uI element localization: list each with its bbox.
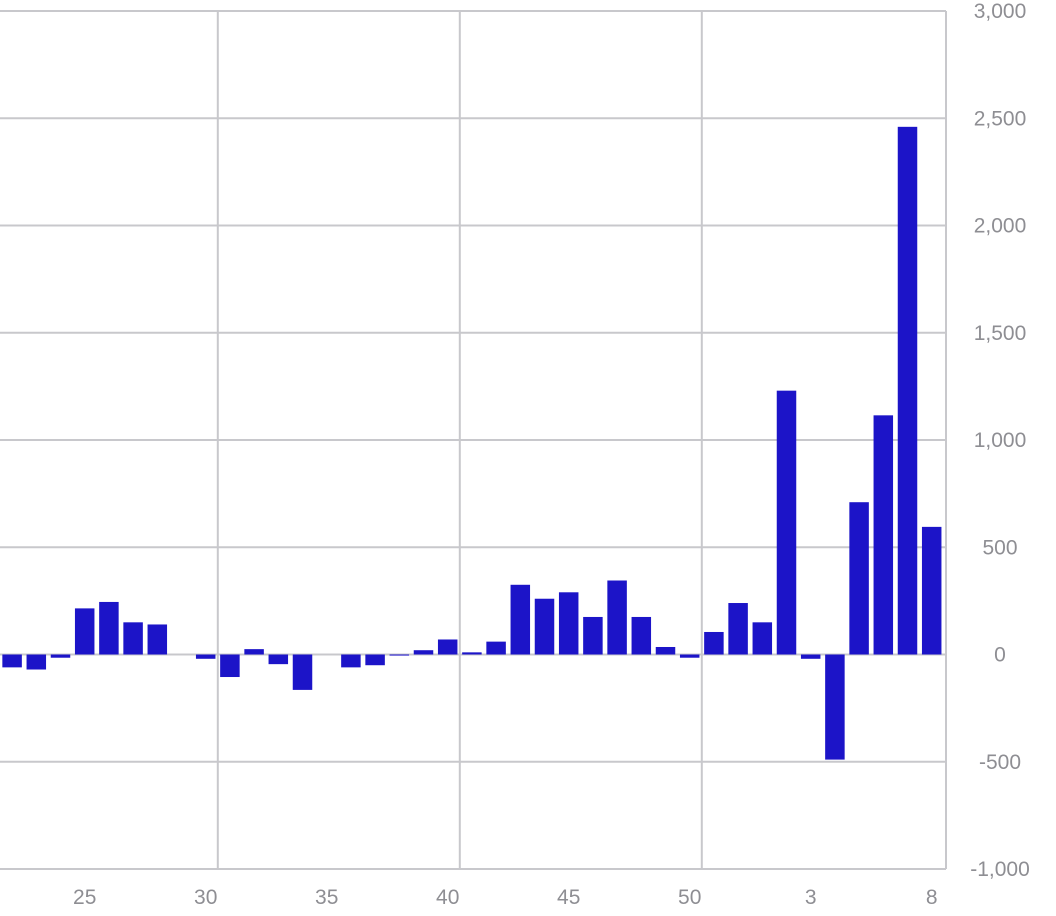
y-tick-label: 3,000 [974, 0, 1027, 23]
bar [655, 646, 676, 655]
bar [583, 616, 603, 655]
bar [413, 650, 434, 655]
y-tick-label: 1,500 [974, 322, 1027, 345]
bar [268, 654, 289, 665]
bar [752, 622, 773, 655]
y-tick-label: 2,000 [974, 215, 1027, 238]
grid [0, 10, 947, 870]
bar [534, 598, 555, 655]
bar [558, 592, 579, 655]
bar [825, 654, 845, 760]
axes: 3,000 2,500 2,000 1,500 1,000 500 0 -500 -1,000 2… [73, 0, 1030, 909]
bar [728, 603, 748, 655]
y-tick-label: 0 [994, 644, 1006, 667]
bar [704, 631, 724, 655]
x-tick-label: 35 [315, 886, 338, 909]
x-tick-label: 3 [805, 886, 817, 909]
x-tick-label: 45 [557, 886, 580, 909]
bar [897, 126, 918, 655]
y-tick-label: 2,500 [974, 107, 1027, 130]
x-tick-label: 50 [678, 886, 701, 909]
bar [437, 639, 458, 655]
bar [365, 654, 385, 666]
bar [341, 654, 361, 668]
bar [2, 654, 22, 668]
bars [2, 126, 942, 760]
bar [486, 641, 506, 655]
bar [74, 608, 95, 655]
bar [849, 502, 869, 655]
bar [921, 526, 942, 655]
bar [776, 390, 797, 655]
bar [462, 652, 482, 655]
x-tick-label: 8 [926, 886, 938, 909]
bar [26, 654, 47, 670]
bar [389, 654, 410, 656]
y-tick-label: -1,000 [970, 858, 1030, 881]
bar [873, 415, 894, 655]
bar [244, 649, 264, 655]
bar [99, 601, 119, 655]
bar [607, 580, 627, 655]
x-tick-label: 30 [194, 886, 217, 909]
x-tick-label: 25 [73, 886, 96, 909]
bar [800, 654, 821, 659]
y-tick-label: 500 [982, 536, 1017, 559]
bar [220, 654, 240, 678]
y-tick-label: -500 [979, 751, 1021, 774]
bar [292, 654, 313, 690]
bar [510, 584, 531, 655]
x-tick-label: 40 [436, 886, 459, 909]
bar [631, 616, 652, 655]
y-tick-label: 1,000 [974, 429, 1027, 452]
bar [50, 654, 71, 658]
bar [147, 624, 168, 655]
bar [679, 654, 700, 658]
bar [195, 654, 216, 659]
bar [123, 622, 143, 655]
